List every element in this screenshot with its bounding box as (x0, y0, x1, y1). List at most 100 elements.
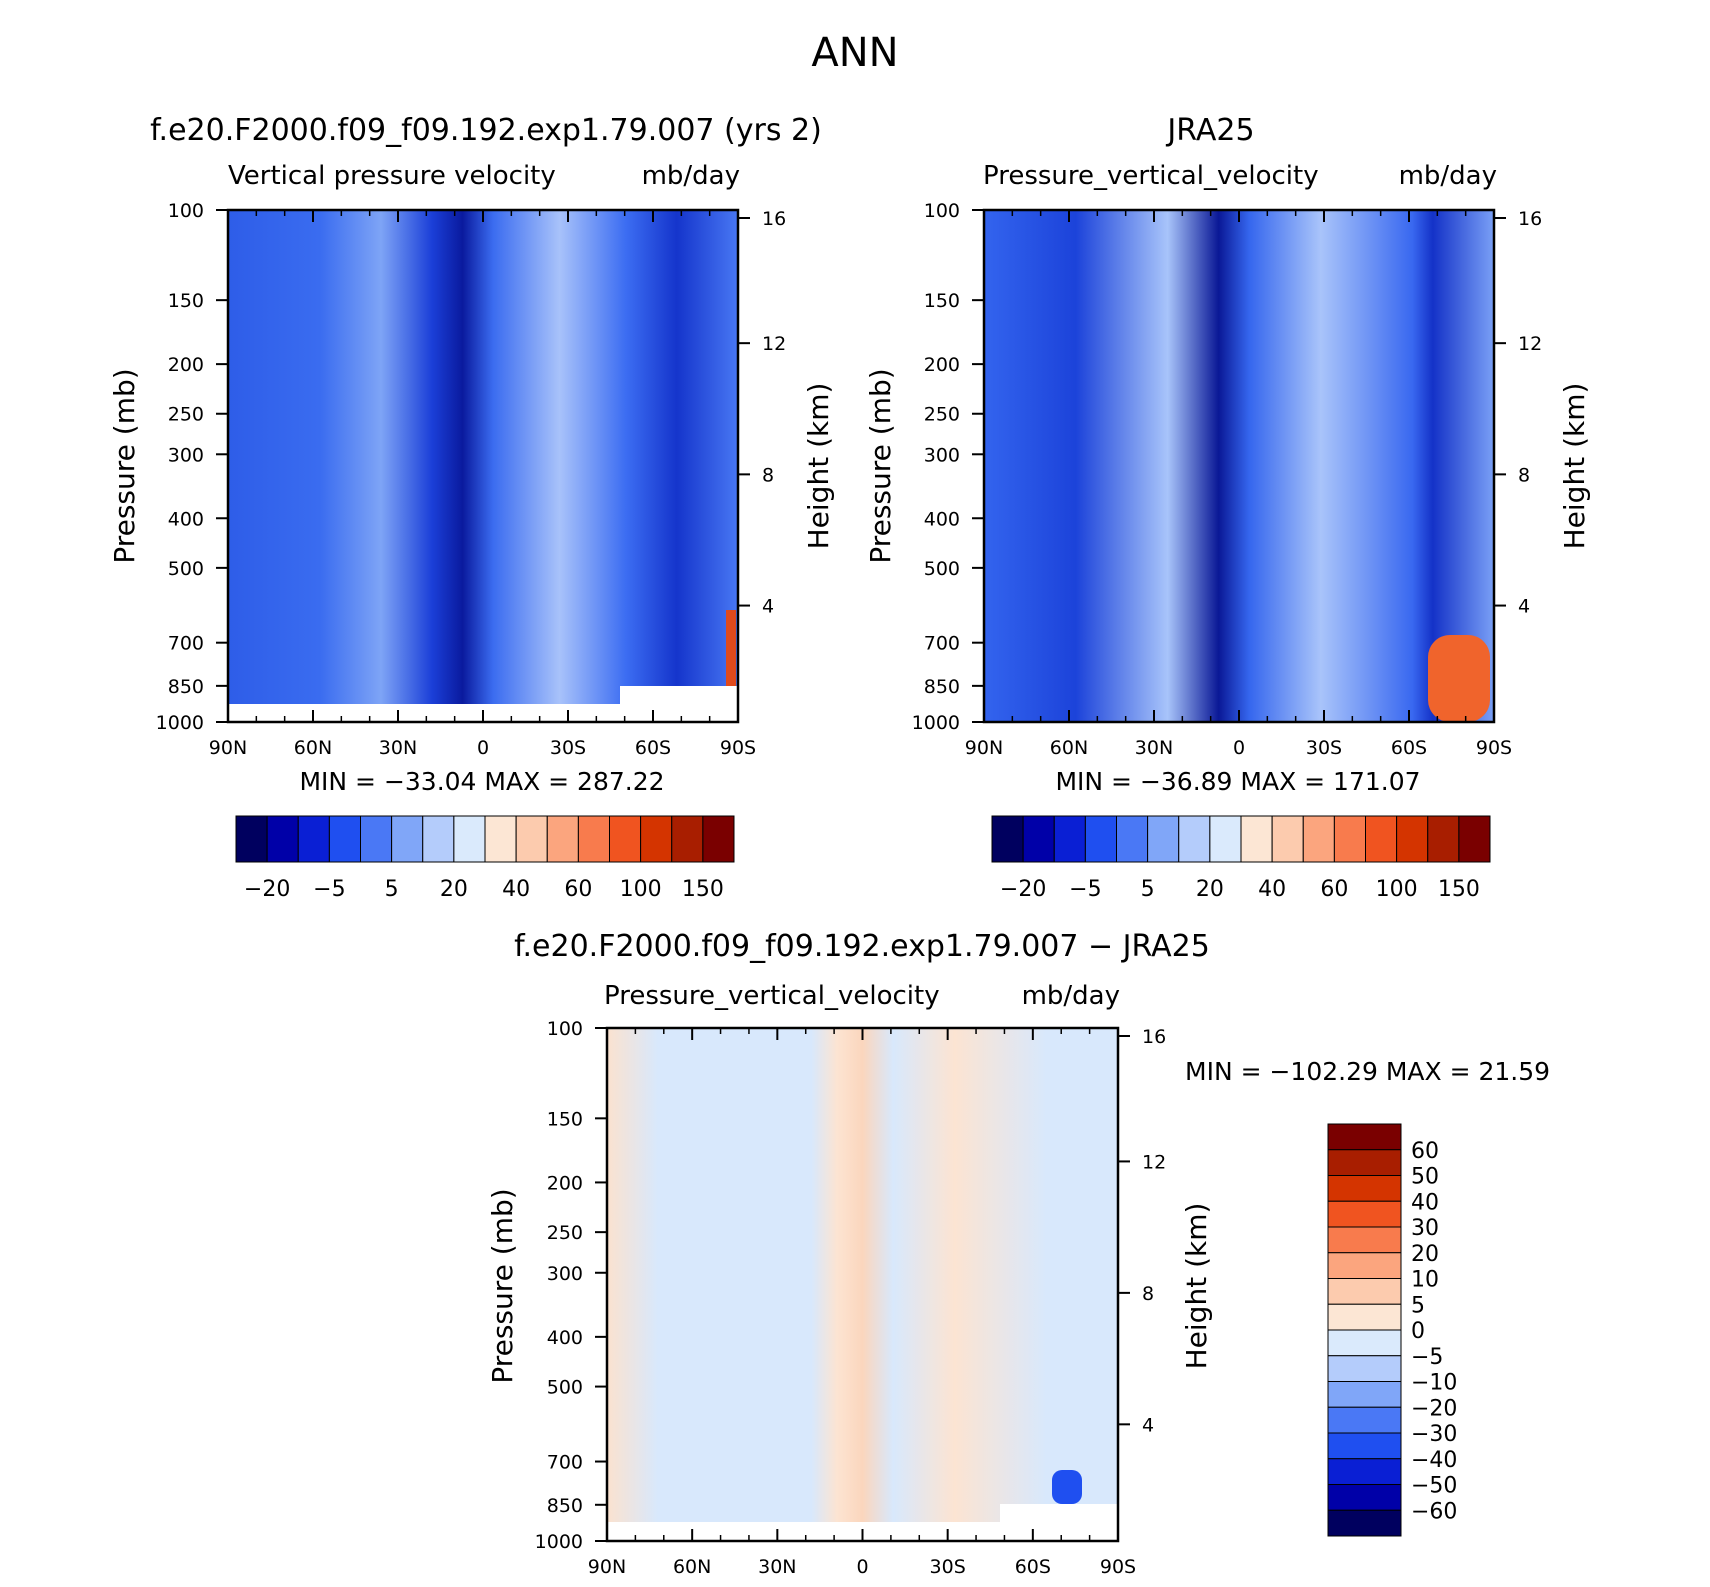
x-tick-label: 60N (294, 737, 332, 759)
y-tick-label: 100 (547, 1018, 583, 1040)
panel-diff-ylabel-right: Height (km) (1180, 1203, 1213, 1370)
panel-diff-subtitle-left: Pressure_vertical_velocity (604, 981, 940, 1011)
x-tick-label: 90S (720, 737, 756, 759)
panel-obs-ticks: 90N 60N 30N 0 30S 60S 90S 100 150 200 250 300 400 500… (912, 200, 1543, 759)
colorbar-swatch (1084, 815, 1117, 863)
panel-model: f.e20.F2000.f09_f09.192.exp1.79.007 (yrs… (108, 113, 835, 902)
panel-model-positive-patch (726, 610, 736, 686)
y-tick-label: 100 (168, 200, 204, 222)
y-right-tick-label: 16 (1142, 1026, 1166, 1048)
panel-obs-ylabel: Pressure (mb) (864, 368, 897, 563)
y-tick-label: 1000 (156, 712, 204, 734)
colorbar-swatch (609, 815, 642, 863)
colorbar-swatch (1327, 1252, 1402, 1279)
colorbar-label: 150 (1438, 877, 1480, 902)
panel-obs-colorbar: −20 −5 5 20 40 60 100 150 (991, 815, 1491, 902)
colorbar-swatch (1240, 815, 1273, 863)
x-tick-label: 30N (758, 1556, 796, 1578)
colorbar-swatch (1327, 1123, 1402, 1151)
colorbar-swatch (577, 815, 610, 863)
colorbar-label: 5 (1141, 877, 1155, 902)
x-tick-label: 60N (673, 1556, 711, 1578)
colorbar-swatch (1022, 815, 1055, 863)
colorbar-swatch (1327, 1200, 1402, 1228)
colorbar-label: 40 (1411, 1190, 1439, 1215)
panel-diff-negative-patch (1052, 1470, 1082, 1504)
colorbar-swatch (671, 815, 704, 863)
x-tick-label: 60S (1391, 737, 1427, 759)
colorbar-label: −60 (1411, 1499, 1457, 1524)
y-tick-label: 850 (547, 1495, 583, 1517)
colorbar-swatch (702, 815, 735, 863)
panel-model-ticks: 90N 60N 30N 0 30S 60S 90S 100 150 200 250 300 400 500… (156, 200, 787, 759)
colorbar-swatch (1147, 815, 1180, 863)
panel-diff-ticks: 90N 60N 30N 0 30S 60S 90S 100 150 200 250 300 400 500… (535, 1018, 1167, 1578)
panel-model-ylabel: Pressure (mb) (108, 368, 141, 563)
y-right-tick-label: 8 (762, 464, 774, 486)
y-right-tick-label: 12 (1142, 1151, 1166, 1173)
y-right-tick-label: 4 (762, 596, 774, 618)
y-tick-label: 500 (924, 558, 960, 580)
colorbar-swatch (360, 815, 393, 863)
y-tick-label: 500 (168, 558, 204, 580)
panel-diff: f.e20.F2000.f09_f09.192.exp1.79.007 − JR… (486, 929, 1550, 1578)
colorbar-swatch (235, 815, 268, 863)
colorbar-swatch (484, 815, 517, 863)
y-tick-label: 250 (168, 404, 204, 426)
x-tick-label: 30S (550, 737, 586, 759)
y-right-tick-label: 16 (1518, 208, 1542, 230)
y-right-tick-label: 16 (762, 208, 786, 230)
x-tick-label: 30N (379, 737, 417, 759)
colorbar-swatch (1327, 1432, 1402, 1460)
y-right-tick-label: 8 (1142, 1283, 1154, 1305)
y-tick-label: 1000 (912, 712, 960, 734)
x-tick-label: 0 (1233, 737, 1245, 759)
figure-title: ANN (811, 30, 898, 76)
colorbar-label: −20 (244, 877, 290, 902)
colorbar-swatch (1327, 1226, 1402, 1254)
panel-obs: JRA25 Pressure_vertical_velocity mb/day … (864, 113, 1591, 902)
x-tick-label: 90S (1476, 737, 1512, 759)
colorbar-swatch (1327, 1278, 1402, 1305)
y-tick-label: 700 (168, 633, 204, 655)
colorbar-label: −30 (1411, 1422, 1457, 1447)
panel-obs-stats: MIN = −36.89 MAX = 171.07 (1055, 767, 1420, 796)
panel-obs-field (984, 210, 1494, 722)
colorbar-label: −20 (1000, 877, 1046, 902)
x-tick-label: 0 (856, 1556, 868, 1578)
colorbar-label: 5 (385, 877, 399, 902)
colorbar-swatch (1396, 815, 1429, 863)
colorbar-label: −5 (1069, 877, 1101, 902)
y-tick-label: 250 (547, 1222, 583, 1244)
colorbar-swatch (1053, 815, 1086, 863)
y-tick-label: 850 (924, 676, 960, 698)
y-tick-label: 250 (924, 404, 960, 426)
colorbar-label: 100 (620, 877, 662, 902)
panel-diff-field (607, 1028, 1118, 1541)
x-tick-label: 90N (965, 737, 1003, 759)
y-right-tick-label: 12 (1518, 333, 1542, 355)
colorbar-swatch (1209, 815, 1242, 863)
x-tick-label: 30S (1306, 737, 1342, 759)
colorbar-label: 40 (1258, 877, 1286, 902)
colorbar-label: 60 (564, 877, 592, 902)
panel-obs-positive-patch (1428, 635, 1490, 722)
y-tick-label: 700 (547, 1452, 583, 1474)
colorbar-label: 40 (502, 877, 530, 902)
colorbar-swatch (1116, 815, 1149, 863)
panel-obs-subtitle-left: Pressure_vertical_velocity (983, 161, 1319, 191)
colorbar-label: 100 (1376, 877, 1418, 902)
y-tick-label: 1000 (535, 1531, 583, 1553)
y-tick-label: 300 (547, 1263, 583, 1285)
colorbar-swatch (1302, 815, 1335, 863)
colorbar-swatch (1327, 1406, 1402, 1434)
panel-model-ylabel-right: Height (km) (802, 383, 835, 550)
colorbar-label: 50 (1411, 1165, 1439, 1190)
y-tick-label: 150 (924, 290, 960, 312)
colorbar-swatch (1271, 815, 1304, 863)
colorbar-label: 60 (1411, 1139, 1439, 1164)
colorbar-label: −20 (1411, 1396, 1457, 1421)
colorbar-swatch (1458, 815, 1491, 863)
colorbar-swatch (422, 815, 455, 863)
y-tick-label: 150 (168, 290, 204, 312)
